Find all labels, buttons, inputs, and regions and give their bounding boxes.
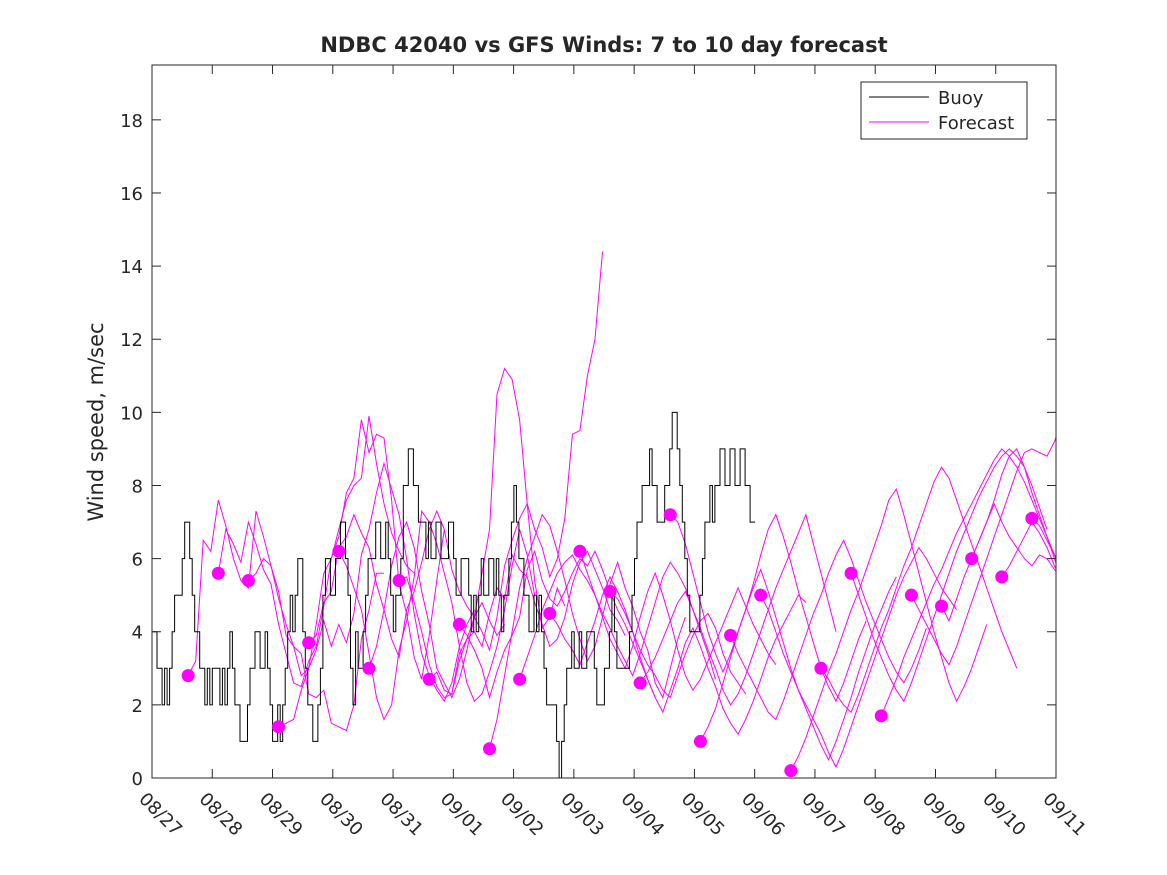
y-tick-label-12: 12 — [120, 330, 143, 351]
forecast-point-11 — [482, 742, 496, 756]
forecast-point-19 — [724, 628, 738, 642]
y-tick-label-18: 18 — [120, 111, 143, 132]
forecast-line-21 — [790, 487, 988, 771]
legend-buoy-label: Buoy — [938, 88, 984, 109]
forecast-point-2 — [211, 566, 225, 580]
forecast-point-26 — [934, 599, 948, 613]
forecast-point-23 — [844, 566, 858, 580]
forecast-line-15 — [609, 591, 807, 736]
forecast-line-20 — [760, 546, 958, 769]
forecast-line-4 — [278, 461, 475, 728]
forecast-point-12 — [513, 672, 527, 686]
forecast-line-22 — [820, 466, 1018, 714]
forecast-point-4 — [272, 720, 286, 734]
forecast-line-17 — [669, 513, 867, 703]
y-tick-label-10: 10 — [120, 403, 143, 424]
forecast-line-2 — [217, 415, 415, 688]
forecast-point-17 — [663, 508, 677, 522]
legend: Buoy Forecast — [860, 81, 1028, 140]
forecast-point-8 — [392, 574, 406, 588]
y-tick-label-4: 4 — [132, 623, 143, 644]
forecast-point-6 — [332, 544, 346, 558]
chart-title: NDBC 42040 vs GFS Winds: 7 to 10 day for… — [320, 33, 887, 57]
forecast-point-24 — [874, 709, 888, 723]
y-tick-label-0: 0 — [132, 769, 143, 790]
y-tick-label-14: 14 — [120, 257, 143, 278]
forecast-point-14 — [573, 544, 587, 558]
y-tick-label-2: 2 — [132, 696, 143, 717]
forecast-line-19 — [730, 539, 927, 721]
forecast-line-14 — [579, 551, 777, 692]
forecast-point-16 — [633, 676, 647, 690]
y-tick-label-16: 16 — [120, 184, 143, 205]
forecast-line-26 — [941, 502, 1056, 623]
forecast-line-16 — [639, 513, 837, 706]
forecast-point-21 — [784, 764, 798, 778]
forecast-line-13 — [549, 575, 747, 699]
forecast-point-7 — [362, 661, 376, 675]
forecast-line-10 — [458, 549, 656, 700]
buoy-line — [152, 411, 756, 778]
forecast-line-12 — [519, 554, 716, 680]
forecast-point-25 — [904, 588, 918, 602]
plot-area-frame — [151, 64, 1057, 779]
forecast-line-29 — [1031, 518, 1056, 560]
forecast-point-28 — [995, 570, 1009, 584]
y-tick-label-8: 8 — [132, 476, 143, 497]
forecast-point-9 — [422, 672, 436, 686]
forecast-point-18 — [693, 734, 707, 748]
forecast-line-9 — [428, 550, 626, 695]
forecast-line-5 — [308, 509, 506, 660]
legend-forecast-label: Forecast — [938, 113, 1014, 134]
forecast-point-29 — [1025, 511, 1039, 525]
legend-box — [860, 81, 1028, 140]
forecast-point-10 — [452, 617, 466, 631]
forecast-line-23 — [850, 448, 1048, 703]
forecast-line-7 — [368, 367, 566, 699]
forecast-line-28 — [1001, 521, 1056, 578]
forecast-line-27 — [971, 448, 1056, 565]
forecast-point-15 — [603, 585, 617, 599]
forecast-point-13 — [543, 606, 557, 620]
forecast-line-3 — [248, 419, 445, 680]
forecast-point-5 — [302, 636, 316, 650]
forecast-point-27 — [965, 552, 979, 566]
forecast-point-1 — [181, 669, 195, 683]
y-axis-label: Wind speed, m/sec — [84, 322, 108, 521]
y-tick-label-6: 6 — [132, 550, 143, 571]
forecast-point-3 — [241, 574, 255, 588]
forecast-line-1 — [187, 499, 384, 732]
forecast-point-22 — [814, 661, 828, 675]
forecast-point-20 — [754, 588, 768, 602]
